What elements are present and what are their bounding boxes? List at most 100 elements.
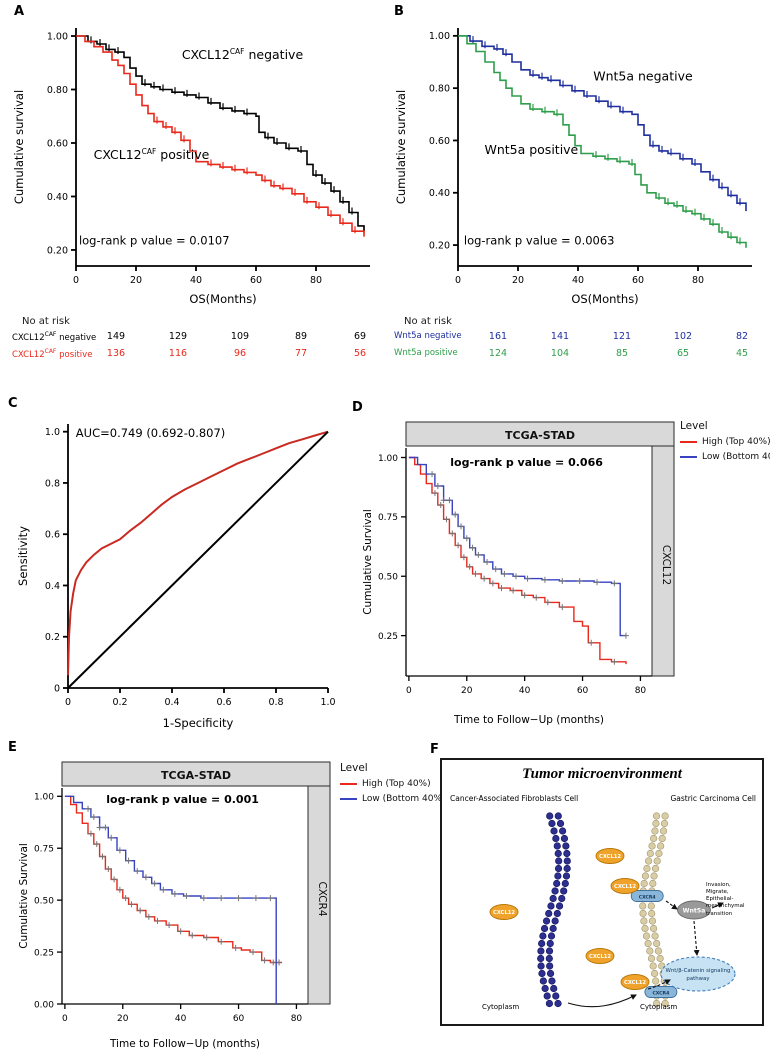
svg-text:80: 80 xyxy=(310,275,322,286)
legend-label: Low (Bottom 40%) xyxy=(702,452,770,462)
svg-text:Time to Follow−Up (months): Time to Follow−Up (months) xyxy=(109,1038,260,1050)
panel-e-km-chart: TCGA-STAD CXCR4 0 20 40 60 80 0.00 0.25 0.50 0.75 1… xyxy=(18,761,331,1050)
risk-table-header: No at risk xyxy=(22,316,70,327)
legend-title: Level xyxy=(680,420,708,432)
risk-count: 129 xyxy=(168,331,188,342)
panel-a-risk-table: No at risk CXCL12CAF negative 149 129 109 89 6… xyxy=(10,316,382,363)
plot-annotation: log-rank p value = 0.066 xyxy=(450,456,603,469)
panel-e-level-legend: Level High (Top 40%) Low (Bottom 40%) xyxy=(340,762,445,809)
svg-text:0.6: 0.6 xyxy=(216,697,231,708)
svg-text:0.80: 0.80 xyxy=(429,83,450,94)
legend-item: High (Top 40%) xyxy=(680,437,770,447)
series-line-0 xyxy=(408,456,627,665)
svg-text:Sensitivity: Sensitivity xyxy=(16,526,30,586)
svg-text:CXCL12: CXCL12 xyxy=(493,910,515,916)
svg-text:0.8: 0.8 xyxy=(45,478,60,489)
svg-text:60: 60 xyxy=(250,275,262,286)
risk-row-label: Wnt5a negative xyxy=(394,331,462,341)
svg-text:CXCL12: CXCL12 xyxy=(589,954,611,960)
risk-table-header: No at risk xyxy=(404,316,452,327)
legend-label: Low (Bottom 40%) xyxy=(362,794,446,804)
risk-count: 121 xyxy=(612,331,632,342)
panel-d-km-chart: TCGA-STAD CXCL12 0 20 40 60 80 0.25 0.50 0.75 1.00… xyxy=(362,421,675,726)
risk-row-label: CXCL12CAF positive xyxy=(12,347,93,360)
svg-text:1.00: 1.00 xyxy=(429,31,450,42)
svg-text:CXCR4: CXCR4 xyxy=(316,881,328,916)
panel-c-roc-chart: 0 0.2 0.4 0.6 0.8 1.0 0 0.2 0.4 0.6 0.8 1.0 1-Specif… xyxy=(16,424,336,730)
svg-text:Time to Follow−Up (months): Time to Follow−Up (months) xyxy=(453,714,604,726)
svg-text:40: 40 xyxy=(572,275,584,286)
risk-count: 102 xyxy=(673,331,693,342)
legend-swatch xyxy=(680,455,697,459)
svg-text:Cumulative Survival: Cumulative Survival xyxy=(362,509,374,615)
emt-effects-text: Invasion, Migrate, Epithelial-mesenchymal … xyxy=(706,882,745,917)
risk-row-label: Wnt5a positive xyxy=(394,347,458,358)
risk-count: 82 xyxy=(735,331,749,342)
svg-text:0: 0 xyxy=(65,697,71,708)
series-line-0 xyxy=(76,35,365,232)
risk-count: 96 xyxy=(233,347,247,359)
svg-text:0.20: 0.20 xyxy=(47,245,68,256)
panel-letter-e: E xyxy=(8,740,17,755)
plot-annotation: AUC=0.749 (0.692-0.807) xyxy=(76,426,226,440)
svg-text:0.20: 0.20 xyxy=(429,240,450,251)
svg-text:CXCR4: CXCR4 xyxy=(639,894,656,900)
panel-letter-f: F xyxy=(430,742,439,757)
svg-text:CXCL12: CXCL12 xyxy=(660,545,672,585)
svg-text:Cumulative Survival: Cumulative Survival xyxy=(18,843,30,949)
svg-text:0.75: 0.75 xyxy=(34,845,54,855)
risk-count: 116 xyxy=(168,347,188,359)
svg-text:0.60: 0.60 xyxy=(429,136,450,147)
legend-swatch xyxy=(340,782,357,786)
series-line-1 xyxy=(458,35,747,248)
risk-row-label: CXCL12CAF negative xyxy=(12,331,97,343)
svg-text:40: 40 xyxy=(190,275,202,286)
risk-row: CXCL12CAF negative 149 129 109 89 69 xyxy=(10,330,382,347)
svg-text:60: 60 xyxy=(577,686,589,696)
plot-annotation: CXCL12CAF negative xyxy=(182,47,304,62)
svg-text:0.75: 0.75 xyxy=(378,513,398,523)
svg-text:0.80: 0.80 xyxy=(47,85,68,96)
panel-letter-a: A xyxy=(14,4,25,19)
svg-text:0.60: 0.60 xyxy=(47,138,68,149)
svg-text:80: 80 xyxy=(291,1014,303,1024)
plot-annotation: Wnt5a negative xyxy=(593,68,693,83)
svg-text:0.40: 0.40 xyxy=(47,192,68,203)
legend-title: Level xyxy=(340,762,368,774)
series-line-0 xyxy=(64,795,282,964)
svg-text:0: 0 xyxy=(73,275,79,286)
risk-count: 77 xyxy=(294,347,308,359)
svg-text:0: 0 xyxy=(62,1014,68,1024)
series-line-1 xyxy=(76,35,365,237)
plot-annotation: Wnt5a positive xyxy=(484,142,578,157)
risk-count: 109 xyxy=(230,331,250,342)
svg-text:TCGA-STAD: TCGA-STAD xyxy=(161,769,231,782)
svg-text:40: 40 xyxy=(519,686,531,696)
risk-row: CXCL12CAF positive 136 116 96 77 56 xyxy=(10,347,382,364)
svg-text:0: 0 xyxy=(455,275,461,286)
panel-letter-c: C xyxy=(8,396,18,411)
panel-f-diagram: CXCR4 CXCR4 CXCL12 CXCL12 CXCL12 CXCL12 CXCL12… xyxy=(440,758,764,1026)
risk-count: 149 xyxy=(106,331,126,342)
svg-text:CXCL12: CXCL12 xyxy=(614,884,636,890)
svg-text:0: 0 xyxy=(54,683,60,694)
risk-count: 89 xyxy=(294,331,308,342)
svg-text:OS(Months): OS(Months) xyxy=(571,292,638,306)
series-line-1 xyxy=(408,456,626,637)
svg-text:0.4: 0.4 xyxy=(164,697,179,708)
svg-text:40: 40 xyxy=(175,1014,187,1024)
svg-text:1.0: 1.0 xyxy=(320,697,335,708)
risk-count: 104 xyxy=(550,347,570,359)
legend-item: High (Top 40%) xyxy=(340,779,436,789)
risk-count: 141 xyxy=(550,331,570,342)
svg-text:80: 80 xyxy=(692,275,704,286)
series-line-0 xyxy=(67,430,329,676)
svg-text:20: 20 xyxy=(130,275,142,286)
svg-text:0.40: 0.40 xyxy=(429,188,450,199)
svg-text:60: 60 xyxy=(632,275,644,286)
svg-text:80: 80 xyxy=(635,686,647,696)
svg-text:0.25: 0.25 xyxy=(378,632,398,642)
risk-row: Wnt5a negative 161 141 121 102 82 xyxy=(392,330,764,347)
svg-text:0.4: 0.4 xyxy=(45,581,60,592)
carcinoma-cell-label: Gastric Carcinoma Cell xyxy=(670,794,756,803)
